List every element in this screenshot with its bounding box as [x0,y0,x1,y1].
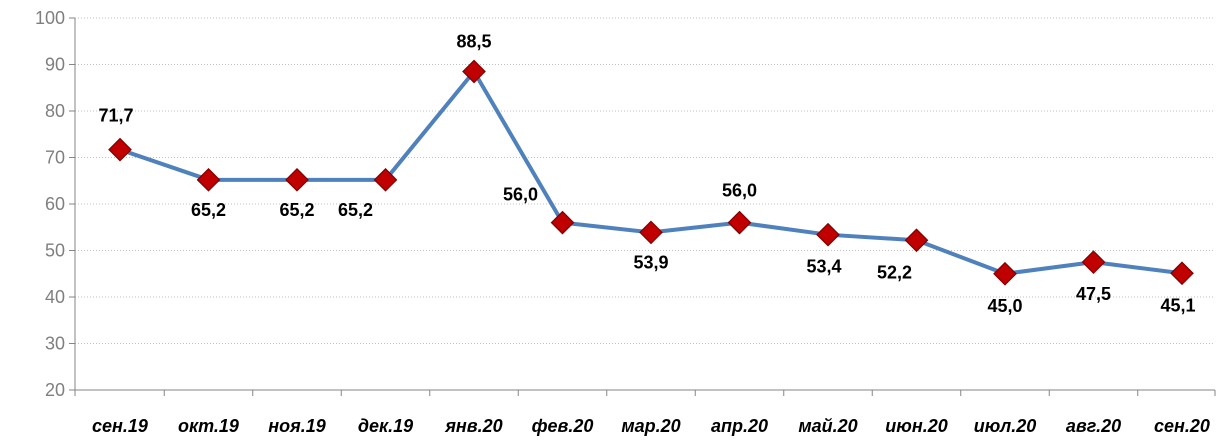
y-tick-label: 100 [35,8,65,28]
x-tick-label: апр.20 [711,416,768,436]
x-tick-label: июл.20 [974,416,1037,436]
axes [69,17,1216,396]
x-tick-label: авг.20 [1066,416,1121,436]
x-tick-label: мар.20 [621,416,680,436]
data-label: 88,5 [456,31,491,51]
data-point-marker [1170,261,1194,286]
data-labels: 71,7 65,2 65,2 65,2 88,5 56,0 53,9 56,0 53,4 52,2… [98,31,1195,315]
markers [108,59,1194,286]
x-tick-label: сен.20 [1154,416,1210,436]
y-tick-label: 50 [45,241,65,261]
y-tick-label: 20 [45,380,65,400]
data-point-marker [904,228,929,253]
data-point-marker [196,167,221,192]
data-label: 56,0 [722,181,757,201]
data-label: 65,2 [191,200,226,220]
data-point-marker [993,261,1017,286]
x-tick-label: май.20 [798,416,857,436]
y-tick-label: 40 [45,287,65,307]
data-point-marker [285,167,309,192]
data-label: 45,0 [987,296,1022,316]
x-tick-label: июн.20 [885,416,947,436]
data-label: 45,1 [1160,295,1195,315]
x-tick-label: окт.19 [178,416,239,436]
data-label: 47,5 [1076,284,1111,304]
data-point-marker [373,167,398,192]
y-tick-labels: 20 30 40 50 60 70 80 90 100 [35,8,65,400]
data-label: 65,2 [338,200,373,220]
data-label: 53,9 [633,252,668,272]
x-tick-label: ноя.19 [268,416,326,436]
gridlines [75,17,1215,344]
data-point-marker [639,220,663,245]
data-label: 52,2 [877,262,912,282]
data-point-marker [108,137,132,162]
data-point-marker [462,59,486,84]
x-tick-label: фев.20 [532,416,594,436]
data-label: 53,4 [806,257,841,277]
y-tick-label: 80 [45,101,65,121]
y-tick-label: 30 [45,334,65,354]
y-tick-label: 60 [45,194,65,214]
data-point-marker [550,210,575,235]
x-tick-labels: сен.19 окт.19 ноя.19 дек.19 янв.20 фев.20 мар.… [92,416,1210,436]
x-tick-label: сен.19 [92,416,148,436]
data-point-marker [727,210,752,235]
data-label: 56,0 [503,185,538,205]
y-tick-label: 70 [45,148,65,168]
x-tick-label: дек.19 [358,416,413,436]
data-point-marker [816,222,840,247]
data-point-marker [1081,250,1106,274]
x-tick-label: янв.20 [444,416,502,436]
data-label: 65,2 [279,200,314,220]
y-tick-label: 90 [45,55,65,75]
data-label: 71,7 [98,106,133,126]
